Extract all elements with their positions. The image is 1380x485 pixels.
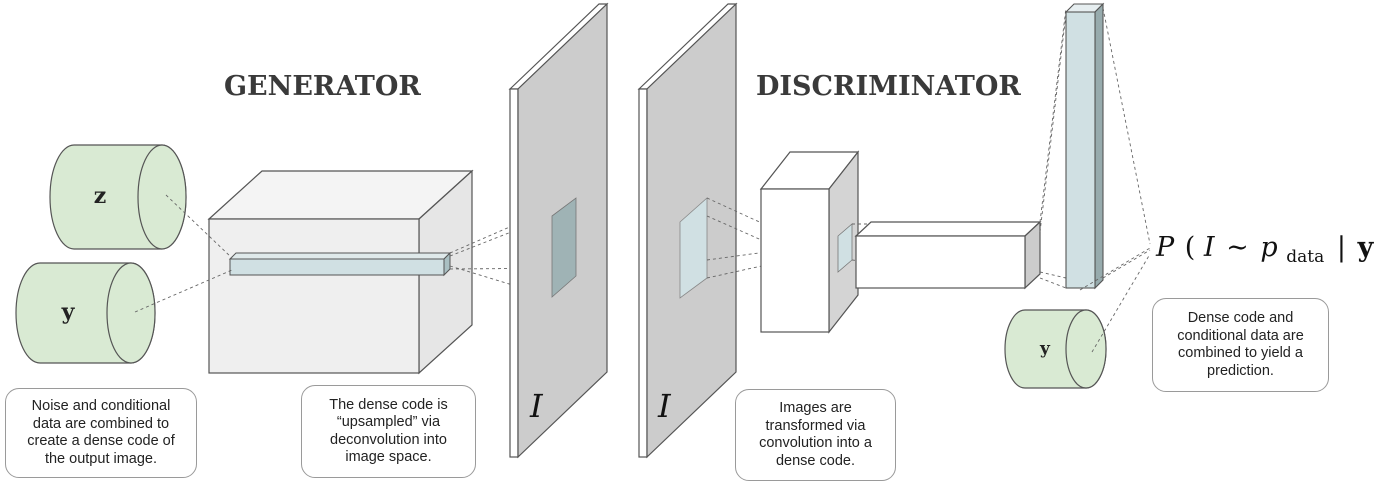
generated-image-label: I — [529, 387, 544, 425]
real-image-slab: I — [637, 2, 738, 459]
images-note-text: Images are transformed via convolution i… — [759, 400, 872, 469]
z-label: z — [94, 183, 107, 209]
generator-cube — [207, 169, 474, 375]
formula-bar: | — [1337, 232, 1346, 263]
y-label-generator: y — [61, 299, 76, 325]
z-cylinder: z — [49, 144, 187, 250]
formula-i: I — [1203, 232, 1216, 263]
y-cylinder-discriminator: y — [1004, 309, 1107, 389]
formula-sim: ∼ — [1226, 232, 1249, 263]
y-label-discriminator: y — [1039, 339, 1051, 359]
generated-image-slab: I — [508, 2, 609, 459]
generator-title: GENERATOR — [224, 71, 421, 102]
upsampled-note-text: The dense code is “upsampled” via deconv… — [329, 396, 448, 466]
y-cylinder-generator: y — [15, 262, 156, 364]
noise-note: Noise and conditional data are combined … — [5, 388, 197, 478]
formula-subscript-data: data — [1286, 247, 1324, 267]
formula-p: P — [1155, 232, 1175, 263]
upsampled-note: The dense code is “upsampled” via deconv… — [301, 385, 476, 478]
discriminator-title: DISCRIMINATOR — [756, 71, 1021, 102]
images-note: Images are transformed via convolution i… — [735, 389, 896, 481]
discriminator-conv-block — [759, 150, 860, 334]
prediction-formula: P ( I ∼ p data | y ) — [1155, 232, 1380, 269]
discriminator-dense-block — [854, 220, 1042, 290]
formula-p-data: p — [1260, 232, 1277, 263]
discriminator-dense-code-bar — [1064, 2, 1105, 290]
noise-note-text: Noise and conditional data are combined … — [27, 398, 175, 467]
prediction-note-text: Dense code and conditional data are comb… — [1177, 310, 1304, 379]
svg-text:P ( I ∼: P ( I ∼ p data | y ) — [1155, 232, 1380, 269]
generator-dense-code-bar — [228, 251, 452, 277]
formula-open-paren: ( — [1185, 232, 1196, 263]
prediction-note: Dense code and conditional data are comb… — [1152, 298, 1329, 392]
formula-y: y — [1357, 232, 1375, 263]
real-image-label: I — [657, 387, 672, 425]
